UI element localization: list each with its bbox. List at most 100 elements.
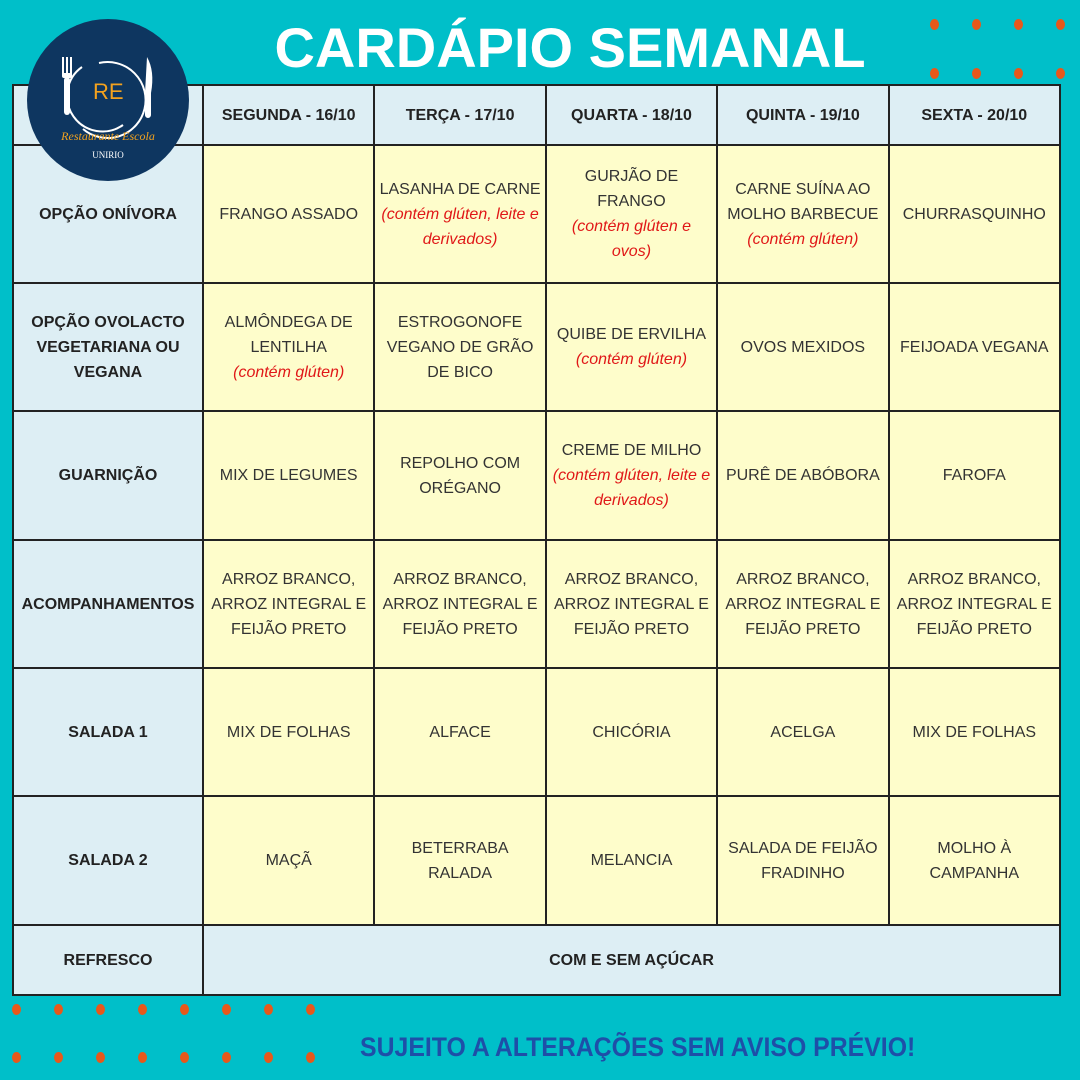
dot	[1056, 68, 1065, 79]
dot	[972, 68, 981, 79]
row-label: SALADA 2	[12, 795, 204, 926]
dot	[12, 1004, 21, 1015]
disclaimer-text: SUJEITO A ALTERAÇÕES SEM AVISO PRÉVIO!	[360, 1032, 916, 1062]
allergen-note: (contém glúten, leite e derivados)	[381, 205, 539, 248]
dish-name: ARROZ BRANCO, ARROZ INTEGRAL E FEIJÃO PR…	[382, 570, 538, 638]
menu-cell: MIX DE FOLHAS	[201, 667, 376, 797]
menu-cell: ARROZ BRANCO, ARROZ INTEGRAL E FEIJÃO PR…	[887, 539, 1062, 669]
dot	[222, 1052, 231, 1063]
dot	[1014, 68, 1023, 79]
dot	[96, 1052, 105, 1063]
dot	[264, 1004, 273, 1015]
menu-cell: FAROFA	[887, 410, 1062, 541]
dot	[930, 19, 939, 30]
menu-cell: PURÊ DE ABÓBORA	[716, 410, 890, 541]
day-header: SEXTA - 20/10	[887, 84, 1062, 146]
menu-cell: CHICÓRIA	[544, 667, 719, 797]
dot	[138, 1004, 147, 1015]
restaurant-logo: RE Restaurante Escola UNIRIO	[27, 19, 189, 181]
dish-name: ARROZ BRANCO, ARROZ INTEGRAL E FEIJÃO PR…	[896, 570, 1052, 638]
dot	[54, 1004, 63, 1015]
page-title: CARDÁPIO SEMANAL	[274, 16, 866, 79]
menu-cell: ARROZ BRANCO, ARROZ INTEGRAL E FEIJÃO PR…	[201, 539, 376, 669]
dish-name: ARROZ BRANCO, ARROZ INTEGRAL E FEIJÃO PR…	[553, 570, 709, 638]
dish-name: MIX DE LEGUMES	[219, 467, 358, 484]
menu-cell: SALADA DE FEIJÃO FRADINHO	[716, 795, 890, 926]
allergen-note: (contém glúten)	[233, 363, 345, 381]
dot	[96, 1004, 105, 1015]
menu-cell: MIX DE FOLHAS	[887, 667, 1062, 797]
day-header: TERÇA - 17/10	[373, 84, 547, 146]
menu-cell: CHURRASQUINHO	[887, 144, 1062, 284]
menu-cell: ARROZ BRANCO, ARROZ INTEGRAL E FEIJÃO PR…	[373, 539, 547, 669]
menu-row: OPÇÃO ONÍVORA FRANGO ASSADO LASANHA DE CAR…	[12, 144, 1062, 284]
dot	[222, 1004, 231, 1015]
dot	[972, 19, 981, 30]
menu-cell: QUIBE DE ERVILHA (contém glúten)	[544, 282, 719, 412]
refresco-value: COM E SEM AÇÚCAR	[202, 924, 1061, 996]
menu-cell: FRANGO ASSADO	[201, 144, 376, 284]
dish-name: OVOS MEXIDOS	[740, 338, 866, 356]
dish-name: MOLHO À CAMPANHA	[929, 839, 1020, 882]
allergen-note: (contém glúten e ovos)	[571, 218, 692, 260]
day-header: QUINTA - 19/10	[716, 84, 890, 146]
menu-cell: GURJÃO DE FRANGO (contém glúten e ovos)	[544, 144, 719, 284]
dot	[138, 1052, 147, 1063]
svg-text:UNIRIO: UNIRIO	[92, 150, 124, 160]
dot	[1056, 19, 1065, 30]
dot	[264, 1052, 273, 1063]
dish-name: ALMÔNDEGA DE LENTILHA	[224, 313, 353, 356]
dish-name: SALADA DE FEIJÃO FRADINHO	[728, 839, 878, 882]
dish-name: ESTROGONOFE VEGANO DE GRÃO DE BICO	[386, 313, 534, 381]
dish-name: MAÇÃ	[265, 852, 312, 869]
menu-cell: ESTROGONOFE VEGANO DE GRÃO DE BICO	[373, 282, 547, 412]
menu-cell: LASANHA DE CARNE (contém glúten, leite e …	[373, 144, 547, 284]
dish-name: MELANCIA	[590, 852, 673, 869]
menu-cell: MOLHO À CAMPANHA	[887, 795, 1062, 926]
dish-name: FRANGO ASSADO	[219, 205, 359, 223]
dot	[306, 1052, 315, 1063]
menu-cell: FEIJOADA VEGANA	[887, 282, 1062, 412]
dish-name: MIX DE FOLHAS	[912, 723, 1037, 741]
dish-name: ARROZ BRANCO, ARROZ INTEGRAL E FEIJÃO PR…	[725, 570, 881, 638]
menu-cell: ALFACE	[373, 667, 547, 797]
menu-row: ACOMPANHAMENTOS ARROZ BRANCO, ARROZ INTEG…	[12, 539, 1062, 669]
dish-name: ALFACE	[429, 723, 491, 741]
dot	[180, 1052, 189, 1063]
dish-name: QUIBE DE ERVILHA	[556, 326, 707, 343]
menu-cell: REPOLHO COM ORÉGANO	[373, 410, 547, 541]
day-header: QUARTA - 18/10	[544, 84, 719, 146]
dish-name: ACELGA	[770, 723, 836, 741]
dish-name: ARROZ BRANCO, ARROZ INTEGRAL E FEIJÃO PR…	[211, 570, 367, 638]
row-label: REFRESCO	[12, 924, 204, 996]
menu-table: SEGUNDA - 16/10 TERÇA - 17/10 QUARTA - 18/…	[12, 84, 1062, 996]
menu-cell: CARNE SUÍNA AO MOLHO BARBECUE (contém glú…	[716, 144, 890, 284]
menu-cell: OVOS MEXIDOS	[716, 282, 890, 412]
dish-name: GURJÃO DE FRANGO	[584, 168, 679, 210]
dish-name: FEIJOADA VEGANA	[900, 338, 1049, 356]
day-header: SEGUNDA - 16/10	[201, 84, 376, 146]
menu-cell: CREME DE MILHO (contém glúten, leite e de…	[544, 410, 719, 541]
dish-name: PURÊ DE ABÓBORA	[725, 467, 880, 484]
menu-row: SALADA 1 MIX DE FOLHAS ALFACE CHICÓRIA ACELG…	[12, 667, 1062, 797]
row-label: SALADA 1	[12, 667, 204, 797]
menu-cell: ACELGA	[716, 667, 890, 797]
dot	[930, 68, 939, 79]
dish-name: MIX DE FOLHAS	[226, 723, 351, 741]
allergen-note: (contém glúten)	[575, 351, 688, 368]
row-label: ACOMPANHAMENTOS	[12, 539, 204, 669]
dish-name: LASANHA DE CARNE	[379, 180, 541, 198]
dish-name: FAROFA	[942, 467, 1006, 484]
dot	[180, 1004, 189, 1015]
row-label: OPÇÃO OVOLACTO VEGETARIANA OU VEGANA	[12, 282, 204, 412]
dot	[306, 1004, 315, 1015]
svg-text:Restaurante Escola: Restaurante Escola	[60, 129, 155, 143]
menu-row: OPÇÃO OVOLACTO VEGETARIANA OU VEGANA ALMÔ…	[12, 282, 1062, 412]
dot	[1014, 19, 1023, 30]
menu-cell: MIX DE LEGUMES	[201, 410, 376, 541]
dish-name: REPOLHO COM ORÉGANO	[400, 454, 521, 497]
dot	[12, 1052, 21, 1063]
dot	[54, 1052, 63, 1063]
dish-name: BETERRABA RALADA	[411, 839, 509, 882]
row-label: OPÇÃO ONÍVORA	[12, 144, 204, 284]
